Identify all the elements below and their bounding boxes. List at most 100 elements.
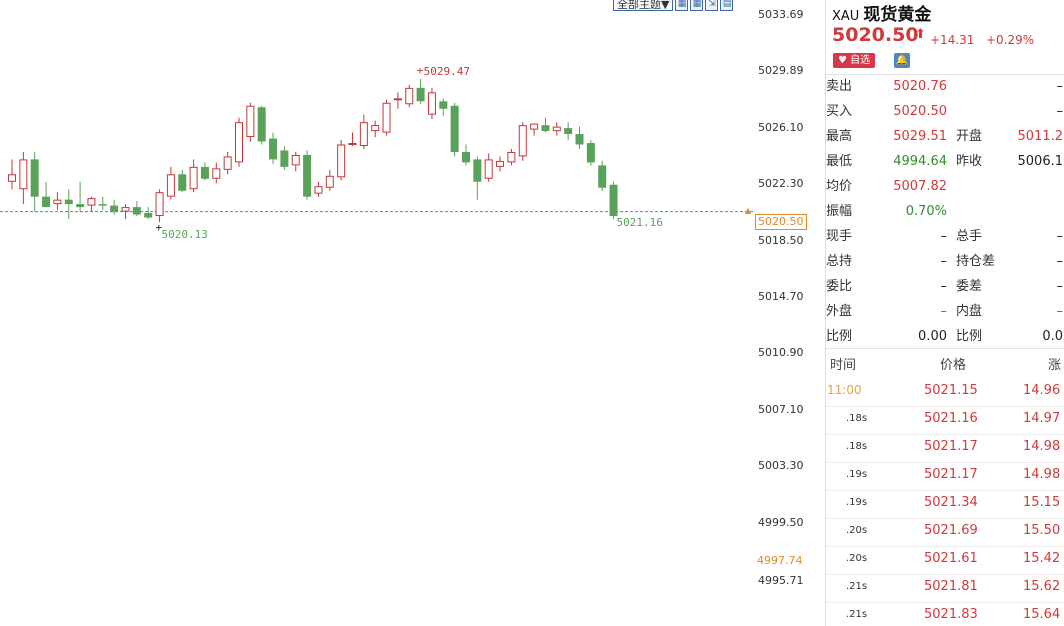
tick-change: 15.64	[1023, 607, 1061, 622]
candle-body	[257, 107, 266, 142]
y-tick-label: 5022.30	[758, 177, 804, 191]
grid-icon[interactable]: ▦	[675, 0, 689, 11]
low-annotation: 5020.13	[162, 228, 208, 241]
tick-time: .18s	[846, 441, 868, 452]
stat-label: 总手	[956, 229, 983, 244]
tick-price: 5021.81	[924, 579, 978, 594]
candle-body	[450, 105, 459, 152]
tick-row: .21s 5021.81 15.62	[826, 574, 1064, 603]
crosshair-icon: +	[417, 64, 424, 77]
stat-label: 现手	[826, 229, 853, 244]
candle-body	[64, 199, 73, 205]
theme-dropdown[interactable]: 全部主题▼	[613, 0, 674, 11]
candle-body	[178, 174, 187, 191]
stat-value: 0.0	[1042, 329, 1063, 344]
tick-time: .21s	[846, 609, 868, 620]
candle-body	[609, 184, 618, 217]
tick-price: 5021.16	[924, 411, 978, 426]
stat-value: 5006.1	[1017, 154, 1064, 169]
stat-label: 卖出	[826, 79, 853, 94]
tick-change: 15.42	[1023, 551, 1061, 566]
stat-label: 委差	[956, 279, 983, 294]
prev-close-label: 4997.74	[757, 554, 803, 567]
candle-body	[348, 143, 357, 146]
candle-body	[269, 138, 278, 160]
candle-body	[405, 87, 414, 105]
tick-change: 15.15	[1023, 495, 1061, 510]
stat-value: 5029.51	[893, 129, 947, 144]
stat-label: 买入	[826, 104, 853, 119]
export-icon[interactable]: ⇲	[705, 0, 719, 11]
tick-time: .19s	[846, 497, 868, 508]
settings-icon[interactable]: ▤	[720, 0, 734, 11]
y-tick-label: 5029.89	[758, 64, 804, 78]
heart-icon: ♥	[838, 55, 847, 66]
tick-time: .21s	[846, 581, 868, 592]
stat-value: 5020.76	[893, 79, 947, 94]
candle-body	[541, 125, 550, 132]
stat-row: 委比 – 委差 –	[826, 277, 1064, 302]
candle-body	[132, 207, 141, 215]
stat-row: 最高 5029.51 开盘 5011.2	[826, 127, 1064, 152]
tick-price: 5021.17	[924, 439, 978, 454]
y-tick-label: 5007.10	[758, 402, 804, 416]
y-tick-label: 5010.90	[758, 346, 804, 360]
up-arrow-icon: ⬆	[915, 27, 926, 42]
candle-body	[155, 192, 164, 217]
stat-label: 振幅	[826, 204, 853, 219]
candle-body	[393, 98, 402, 101]
price-axis: 5033.69 5029.89 5026.10 5022.30 5018.50 5014.…	[745, 0, 825, 626]
stat-row: 买入 5020.50 –	[826, 102, 1064, 127]
add-favorite-button[interactable]: ♥ 自选	[833, 53, 876, 68]
favorite-label: 自选	[850, 55, 871, 66]
candle-body	[144, 213, 153, 218]
grid2-icon[interactable]: ▦	[690, 0, 704, 11]
y-tick-label: 5014.70	[758, 290, 804, 303]
tick-row: .20s 5021.69 15.50	[826, 518, 1064, 547]
tick-change: 14.98	[1023, 467, 1061, 482]
candle-body	[212, 168, 221, 179]
tick-price: 5021.34	[924, 495, 978, 510]
stat-row: 比例 0.00 比例 0.0	[826, 327, 1064, 352]
candle-body	[575, 134, 584, 145]
tick-price: 5021.83	[924, 607, 978, 622]
candle-body	[507, 151, 516, 163]
stat-label: 比例	[956, 329, 983, 344]
candle-body	[246, 105, 255, 138]
candle-body	[223, 156, 232, 170]
candle-body	[303, 154, 312, 197]
candle-body	[564, 128, 573, 135]
tick-change: 15.50	[1023, 523, 1061, 538]
tick-price: 5021.17	[924, 467, 978, 482]
current-price-label: 5020.50	[755, 214, 807, 230]
tick-row: .19s 5021.17 14.98	[826, 462, 1064, 491]
candle-body	[484, 159, 493, 179]
col-header-change: 涨	[1048, 358, 1062, 373]
alert-bell-icon[interactable]: 🔔	[894, 53, 910, 68]
candle-body	[121, 207, 130, 212]
candle-body	[314, 186, 323, 194]
candle-body	[98, 204, 107, 206]
stat-label: 持仓差	[956, 254, 996, 269]
y-tick-label: 5003.30	[758, 459, 804, 473]
stat-value: –	[1056, 254, 1064, 269]
tick-row: 11:00 5021.15 14.96	[826, 378, 1064, 407]
tick-time: .20s	[846, 553, 868, 564]
candle-body	[110, 205, 119, 212]
tick-row: .20s 5021.61 15.42	[826, 546, 1064, 575]
tick-row: .19s 5021.34 15.15	[826, 490, 1064, 519]
y-tick-label: 4999.50	[758, 515, 804, 529]
candle-body	[200, 166, 209, 179]
kline-chart[interactable]: +5029.47 +5020.13 5021.16 全部主题▼ ▦ ▦ ⇲ ▤	[0, 0, 755, 626]
stat-label: 最高	[826, 129, 853, 144]
stat-label: 总持	[826, 254, 853, 269]
col-header-price: 价格	[940, 358, 967, 373]
candle-body	[359, 122, 368, 146]
stat-value: –	[1056, 279, 1064, 294]
tick-time: .18s	[846, 413, 868, 424]
y-tick-label: 5033.69	[758, 8, 804, 21]
stat-label: 均价	[826, 179, 853, 194]
stat-value: 4994.64	[893, 154, 947, 169]
symbol-code: XAU	[832, 9, 860, 24]
tick-price: 5021.69	[924, 523, 978, 538]
